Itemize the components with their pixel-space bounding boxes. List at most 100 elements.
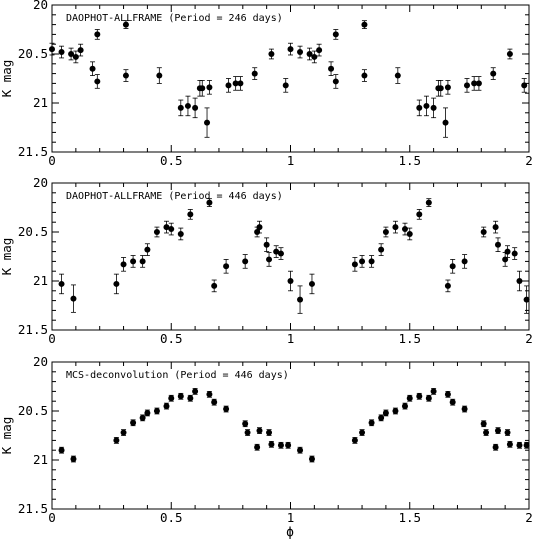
y-axis-label: K mag <box>0 60 14 98</box>
data-point <box>430 104 437 111</box>
data-point <box>120 261 127 268</box>
y-tick-label: 20.5 <box>18 46 48 61</box>
data-point <box>177 104 184 111</box>
data-point <box>392 224 399 231</box>
data-point <box>521 82 528 89</box>
data-point <box>266 429 273 436</box>
data-point <box>444 282 451 289</box>
data-point <box>266 256 273 263</box>
data-point <box>297 447 304 454</box>
data-point <box>382 409 389 416</box>
x-tick-label: 1 <box>287 153 295 168</box>
data-point <box>153 229 160 235</box>
data-point <box>444 391 451 398</box>
data-point <box>328 65 335 72</box>
data-point <box>232 80 239 87</box>
data-point <box>416 393 423 400</box>
data-point <box>378 246 385 253</box>
data-point <box>187 395 194 402</box>
data-point <box>523 442 530 449</box>
data-point <box>368 258 375 265</box>
data-point <box>492 444 499 451</box>
data-point <box>502 256 509 263</box>
x-tick-label: 1 <box>287 331 295 346</box>
data-point <box>139 414 146 421</box>
data-point <box>444 84 451 91</box>
data-point <box>204 119 211 126</box>
data-point <box>254 229 261 235</box>
data-point <box>199 85 206 92</box>
y-tick-label: 20.5 <box>18 224 48 239</box>
data-point <box>423 102 430 109</box>
data-point <box>480 420 487 427</box>
y-tick-label: 21 <box>33 273 48 288</box>
data-point <box>153 408 160 414</box>
data-point <box>163 403 170 410</box>
y-tick-label: 21.5 <box>18 501 48 516</box>
x-tick-label: 0 <box>48 153 56 168</box>
data-point <box>282 82 289 89</box>
data-point <box>516 442 523 449</box>
data-point <box>430 388 437 395</box>
data-point <box>361 72 368 79</box>
data-point <box>378 414 385 421</box>
data-point <box>306 51 313 57</box>
data-point <box>287 46 294 53</box>
data-point <box>494 427 501 434</box>
y-tick-label: 21 <box>33 452 48 467</box>
data-point <box>225 82 232 89</box>
data-point <box>425 395 432 402</box>
y-tick-label: 21.5 <box>18 322 48 337</box>
data-point <box>177 393 184 400</box>
data-point <box>77 47 84 54</box>
data-point <box>511 250 518 257</box>
data-point <box>506 51 513 57</box>
data-point <box>113 437 120 444</box>
data-point <box>72 53 79 60</box>
panel-3: 0 0.5 1 1.5 2 20 20.5 21 21.5 K mag MCS-deconvolut… <box>0 354 533 525</box>
data-point <box>211 282 218 289</box>
data-point <box>144 246 151 253</box>
data-point <box>316 47 323 54</box>
data-point <box>168 395 175 402</box>
data-point <box>492 224 499 231</box>
x-tick-label: 1.5 <box>398 331 421 346</box>
data-point <box>442 119 449 126</box>
data-point <box>425 199 432 206</box>
data-point <box>122 72 129 79</box>
data-point <box>277 442 284 449</box>
data-point <box>211 399 218 406</box>
data-point <box>273 248 280 255</box>
data-point <box>58 280 65 287</box>
x-tick-label: 2 <box>525 331 533 346</box>
data-point <box>490 70 497 77</box>
y-axis-label: K mag <box>0 238 14 276</box>
data-point <box>163 224 170 231</box>
data-point <box>187 211 194 218</box>
data-point <box>406 395 413 402</box>
y-axis-label: K mag <box>0 417 14 455</box>
data-point <box>130 258 137 265</box>
data-point <box>287 278 294 284</box>
y-tick-label: 21.5 <box>18 144 48 159</box>
data-point <box>268 441 275 448</box>
data-point <box>254 444 261 451</box>
y-tick-label: 21 <box>33 95 48 110</box>
data-point <box>483 429 490 436</box>
data-point <box>206 199 213 206</box>
data-point <box>449 263 456 270</box>
data-point <box>311 53 318 60</box>
panel-2: 0 0.5 1 1.5 2 20 20.5 21 21.5 K mag DAOPHOT-ALLFRA… <box>0 175 533 346</box>
data-point <box>351 437 358 444</box>
data-point <box>332 31 339 38</box>
data-point <box>49 46 55 53</box>
data-point <box>122 21 129 28</box>
data-point <box>184 102 191 109</box>
x-axis-label: ϕ <box>286 525 294 540</box>
data-point <box>256 224 263 231</box>
data-point <box>251 70 258 77</box>
data-point <box>297 49 304 56</box>
data-point <box>308 456 315 463</box>
data-point <box>475 80 482 87</box>
